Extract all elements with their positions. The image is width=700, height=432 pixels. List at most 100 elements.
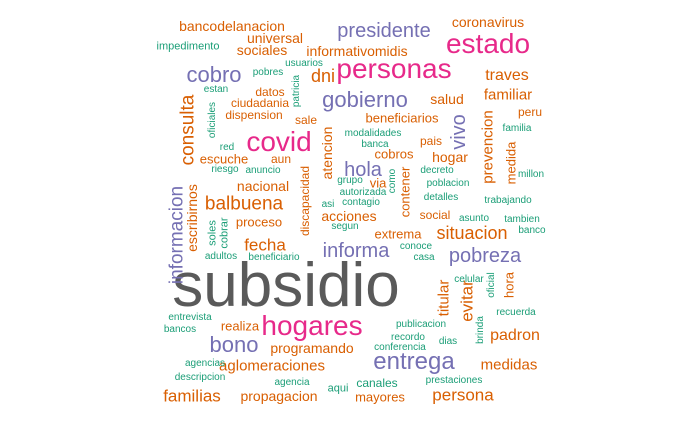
word: publicacion (395, 319, 447, 330)
word: nacional (236, 178, 290, 194)
word: como (387, 168, 398, 194)
word: conferencia (374, 342, 426, 353)
word: tambien (504, 214, 540, 225)
word: vivo (448, 114, 470, 150)
word: dispension (225, 108, 283, 122)
word: dni (310, 66, 336, 86)
word: sociales (236, 42, 288, 58)
word: hora (501, 271, 517, 299)
word: pobres (252, 67, 284, 78)
word: grupo (337, 175, 363, 186)
word: banco (518, 225, 546, 236)
word: datos (255, 85, 285, 99)
word: segun (331, 221, 359, 232)
word: aglomeraciones (219, 357, 325, 375)
word: contagio (342, 197, 380, 208)
word: bancodelanacion (179, 18, 285, 34)
word: trabajando (484, 195, 532, 206)
word: soles (206, 220, 219, 246)
word: agencia (274, 377, 310, 388)
word: discapacidad (298, 165, 312, 237)
word: familia (502, 123, 532, 134)
word: conoce (399, 241, 433, 252)
word: coronavirus (451, 14, 525, 30)
word: red (219, 142, 235, 153)
word: oficiales (207, 101, 218, 139)
word: casa (413, 252, 435, 263)
word: anuncio (245, 165, 281, 176)
word: brinda (475, 316, 486, 344)
word: recuerda (496, 307, 536, 318)
word: bancos (163, 324, 197, 335)
word: ciudadania (230, 96, 290, 110)
word: acciones (321, 208, 377, 224)
word: proceso (235, 214, 283, 230)
word: asi (321, 199, 335, 210)
word: presidente (337, 20, 431, 42)
word: familiar (483, 86, 533, 104)
word: oficial (486, 272, 497, 298)
word: hola (344, 159, 382, 181)
word: contener (397, 166, 413, 218)
word: salud (430, 91, 464, 107)
word: balbuena (204, 193, 284, 215)
word: via (369, 175, 387, 191)
word: estan (203, 84, 229, 95)
word: consulta (177, 94, 199, 166)
word: medidas (480, 356, 538, 374)
word: cobrar (218, 217, 231, 249)
word: medida (503, 141, 519, 185)
word: extrema (374, 226, 422, 242)
word: impedimento (156, 40, 220, 53)
word: familias (163, 386, 221, 406)
word: descripcion (174, 372, 226, 383)
word: cobros (374, 146, 414, 162)
word: estado (445, 28, 531, 59)
word: beneficiario (248, 252, 300, 263)
word: decreto (420, 165, 454, 176)
word: escuche (199, 151, 249, 167)
word: fecha (244, 235, 286, 255)
word: programando (270, 340, 354, 356)
word: dias (438, 336, 458, 347)
word: modalidades (344, 128, 402, 139)
word: adultos (204, 251, 238, 262)
word: pobreza (448, 245, 522, 267)
word: celular (454, 274, 484, 285)
word: escribirnos (184, 184, 200, 252)
word: poblacion (426, 178, 470, 189)
word: detalles (423, 192, 459, 203)
word: autorizada (339, 187, 387, 198)
word: hogares (261, 310, 363, 341)
word: peru (517, 105, 543, 119)
word: patricia (291, 74, 302, 108)
word: millon (517, 169, 545, 180)
word: evitar (457, 280, 477, 322)
word: sale (294, 113, 318, 127)
word: riesgo (211, 164, 239, 175)
word: mayores (355, 389, 405, 405)
word: recordo (391, 332, 425, 343)
word: persona (432, 385, 494, 405)
word: usuarios (285, 58, 323, 69)
word: aun (270, 152, 292, 166)
word: entrevista (168, 312, 212, 323)
word: aqui (327, 382, 349, 395)
word: banca (361, 139, 389, 150)
word: propagacion (240, 388, 318, 404)
word: covid (246, 126, 312, 157)
word: hogar (432, 149, 468, 165)
word: social (419, 208, 451, 222)
word: traves (485, 67, 529, 84)
word: canales (356, 376, 398, 390)
word: cobro (186, 62, 242, 87)
word: subsidio (172, 251, 400, 320)
word: prestaciones (425, 375, 483, 386)
word: prevencion (479, 110, 497, 184)
word: titular (435, 279, 453, 317)
word: informa (322, 240, 390, 262)
word: gobierno (322, 87, 408, 112)
word: situacion (436, 223, 508, 243)
word: asunto (458, 213, 490, 224)
